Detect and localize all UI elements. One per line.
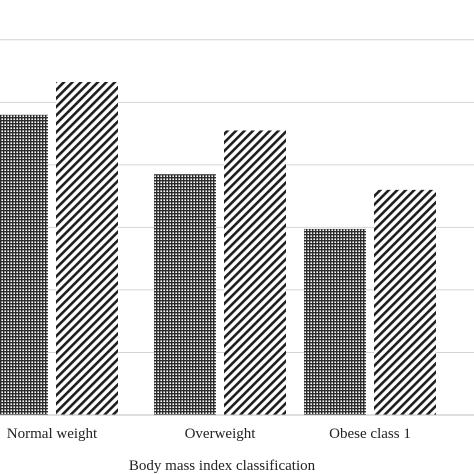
x-axis-title: Body mass index classification bbox=[129, 458, 316, 474]
bar-obese-class-1-series-2 bbox=[374, 189, 436, 415]
category-label-obese-class-1: Obese class 1 bbox=[329, 426, 411, 442]
bar-overweight-series-2 bbox=[224, 130, 286, 415]
bar-normal-weight-series-1 bbox=[0, 114, 48, 415]
category-label-normal-weight: Normal weight bbox=[7, 426, 98, 442]
bar-obese-class-1-series-1 bbox=[304, 228, 366, 415]
category-tick-labels: Normal weight Overweight Obese class 1 bbox=[7, 426, 411, 442]
bar-normal-weight-series-2 bbox=[56, 81, 118, 416]
category-label-overweight: Overweight bbox=[185, 426, 257, 442]
bar-overweight-series-1 bbox=[154, 174, 216, 415]
bars bbox=[0, 81, 436, 416]
